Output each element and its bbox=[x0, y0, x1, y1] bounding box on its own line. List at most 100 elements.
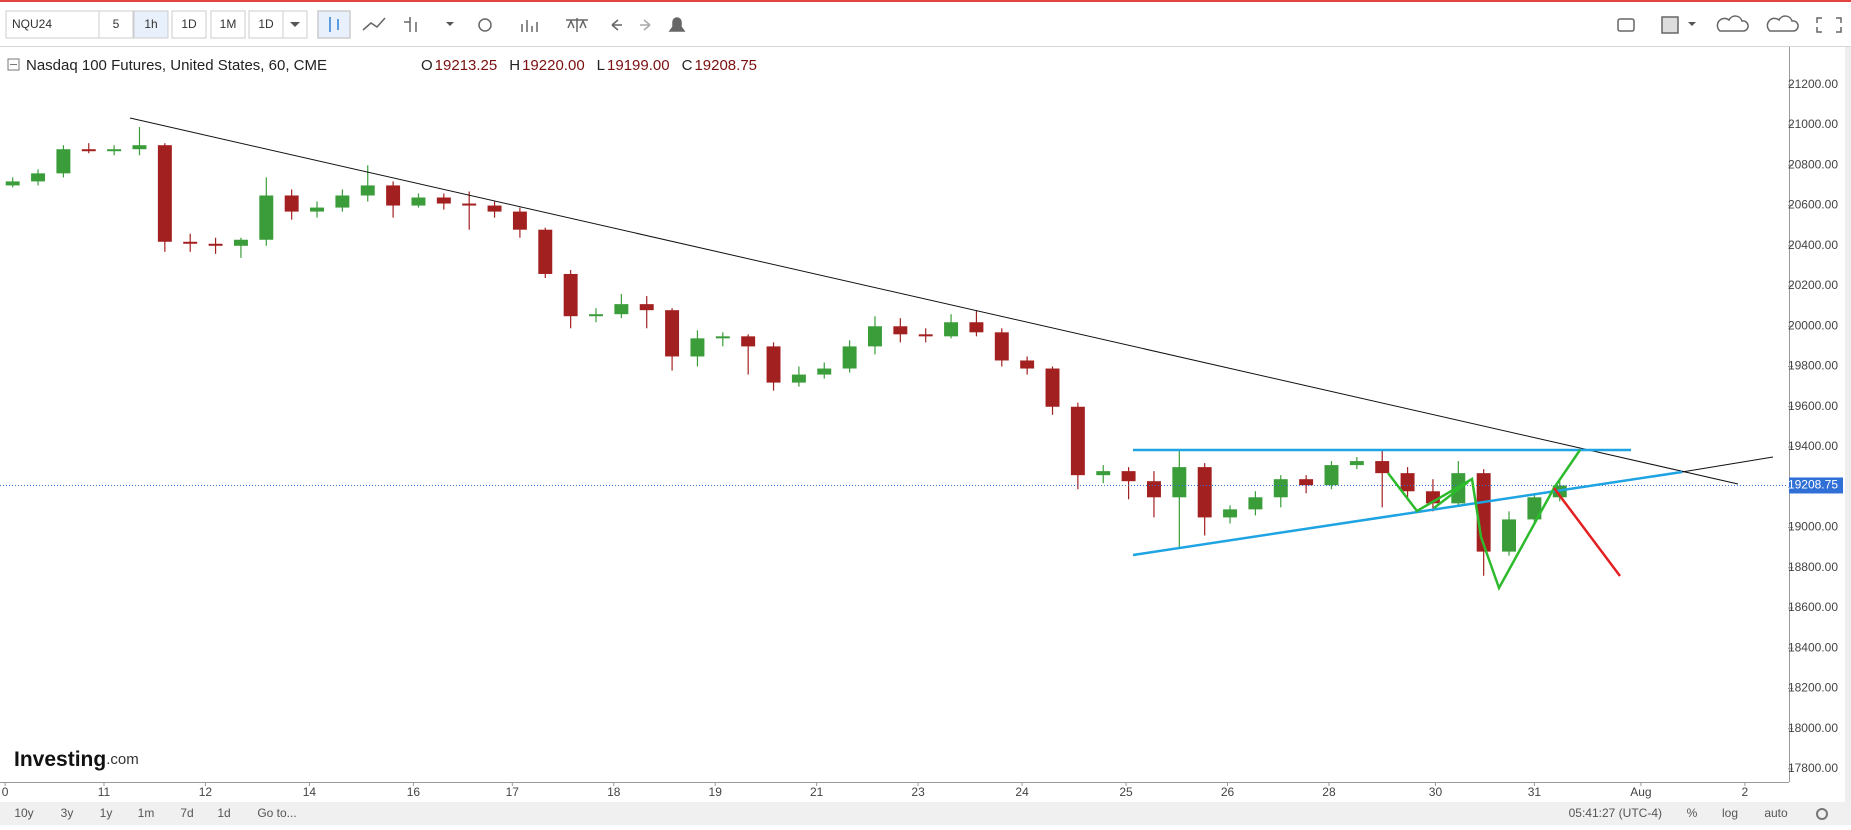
candle-body bbox=[893, 326, 908, 335]
candle-body bbox=[1502, 519, 1516, 552]
logo: Investing.com bbox=[14, 748, 139, 771]
candle-body bbox=[512, 211, 527, 230]
y-tick-label: 20400.00 bbox=[1788, 238, 1838, 252]
interval-button[interactable] bbox=[171, 10, 207, 39]
fullscreen-icon[interactable] bbox=[1816, 17, 1842, 33]
ohlc-key: C bbox=[682, 57, 693, 74]
scrollbar[interactable] bbox=[1845, 47, 1851, 802]
range-button[interactable]: 1m bbox=[138, 806, 155, 820]
ohlc-key: O bbox=[421, 57, 433, 74]
compare-icon[interactable] bbox=[566, 18, 588, 32]
candle-body bbox=[1248, 497, 1263, 510]
camera-icon[interactable] bbox=[1617, 18, 1635, 32]
x-tick-label: 31 bbox=[1528, 785, 1542, 799]
candle-body bbox=[715, 336, 730, 339]
candle-body bbox=[1096, 471, 1111, 476]
cloud-load-icon[interactable] bbox=[1716, 15, 1749, 32]
candle-body bbox=[233, 239, 248, 246]
ohlc-value: 19220.00 bbox=[522, 57, 585, 74]
candle-body bbox=[817, 368, 832, 375]
candle-body bbox=[589, 314, 603, 317]
settings-icon[interactable] bbox=[1816, 808, 1828, 820]
x-tick-label: 18 bbox=[607, 785, 621, 799]
scale-option[interactable]: % bbox=[1687, 806, 1698, 820]
candle-body bbox=[1324, 465, 1339, 486]
cloud-save-icon[interactable] bbox=[1766, 15, 1799, 32]
interval-button[interactable] bbox=[133, 10, 169, 39]
x-tick-label: 0 bbox=[2, 785, 9, 799]
candle-body bbox=[310, 207, 324, 212]
ohlc-value: 19213.25 bbox=[435, 57, 498, 74]
interval-label: 1D bbox=[181, 17, 197, 31]
interval-label: 1M bbox=[220, 17, 237, 31]
settings-icon[interactable] bbox=[478, 18, 492, 32]
interval-label: 5 bbox=[113, 17, 120, 31]
line-icon[interactable] bbox=[362, 17, 386, 31]
candle-body bbox=[969, 322, 984, 333]
symbol-input[interactable] bbox=[5, 10, 103, 39]
redo-icon[interactable] bbox=[640, 19, 651, 31]
indicator-icon[interactable] bbox=[404, 17, 417, 32]
candle-body bbox=[436, 197, 451, 204]
x-tick-label: 23 bbox=[911, 785, 925, 799]
ohlc-value: 19199.00 bbox=[607, 57, 670, 74]
collapse-button[interactable] bbox=[7, 58, 20, 71]
y-tick-label: 20600.00 bbox=[1788, 198, 1838, 212]
candle-body bbox=[157, 145, 172, 242]
y-tick-label: 19000.00 bbox=[1788, 520, 1838, 534]
range-button[interactable]: 7d bbox=[180, 806, 193, 820]
candle-body bbox=[766, 346, 781, 383]
x-tick-label: 30 bbox=[1429, 785, 1443, 799]
candle-body bbox=[1299, 479, 1314, 486]
interval-button[interactable] bbox=[210, 10, 246, 39]
candle-body bbox=[665, 310, 680, 357]
candle-body bbox=[56, 149, 71, 174]
candle-body bbox=[1146, 481, 1161, 498]
scale-option[interactable]: auto bbox=[1764, 806, 1788, 820]
layout-icon[interactable] bbox=[1661, 16, 1679, 34]
y-tick-label: 19400.00 bbox=[1788, 439, 1838, 453]
candle-body bbox=[690, 338, 705, 357]
top-accent bbox=[0, 0, 1851, 2]
candle-body bbox=[411, 197, 426, 206]
candle-body bbox=[1020, 360, 1035, 369]
instrument-title: Nasdaq 100 Futures, United States, 60, C… bbox=[26, 57, 327, 74]
range-button[interactable]: 1y bbox=[100, 806, 113, 820]
interval-button[interactable] bbox=[248, 10, 284, 39]
y-tick-label: 18000.00 bbox=[1788, 721, 1838, 735]
range-button[interactable]: 10y bbox=[14, 806, 33, 820]
range-button[interactable]: 3y bbox=[61, 806, 74, 820]
scale-option[interactable]: log bbox=[1722, 806, 1738, 820]
candle-body bbox=[639, 304, 654, 311]
y-tick-label: 18600.00 bbox=[1788, 600, 1838, 614]
candle-body bbox=[5, 181, 20, 186]
undo-icon[interactable] bbox=[611, 19, 622, 31]
studies-icon[interactable] bbox=[521, 20, 538, 32]
candle-body bbox=[538, 229, 553, 274]
candle-body bbox=[31, 173, 46, 182]
candle-body bbox=[1121, 471, 1136, 482]
clock: 05:41:27 (UTC-4) bbox=[1569, 806, 1662, 820]
logo-name: Investing bbox=[14, 748, 106, 771]
interval-button[interactable] bbox=[98, 10, 134, 39]
candle-body bbox=[1400, 473, 1415, 492]
range-button[interactable]: Go to... bbox=[257, 806, 296, 820]
x-tick-label: 12 bbox=[199, 785, 213, 799]
candle-body bbox=[335, 195, 350, 208]
candle-type-button[interactable] bbox=[317, 10, 351, 39]
last-price-tag bbox=[1789, 477, 1843, 494]
bearish-path bbox=[1553, 487, 1621, 577]
layout-dropdown[interactable] bbox=[1688, 22, 1696, 26]
alert-icon[interactable] bbox=[668, 17, 686, 32]
candle-body bbox=[1223, 509, 1238, 518]
y-tick-label: 21000.00 bbox=[1788, 117, 1838, 131]
candle-body bbox=[1375, 461, 1390, 474]
dropdown-icon[interactable] bbox=[446, 22, 454, 26]
range-button[interactable]: 1d bbox=[217, 806, 230, 820]
candle-body bbox=[462, 203, 477, 206]
toolbar-icons bbox=[317, 10, 1842, 39]
logo-suffix: .com bbox=[106, 751, 139, 768]
candle-body bbox=[994, 332, 1009, 361]
candle-body bbox=[183, 241, 198, 244]
x-tick-label: 25 bbox=[1119, 785, 1133, 799]
